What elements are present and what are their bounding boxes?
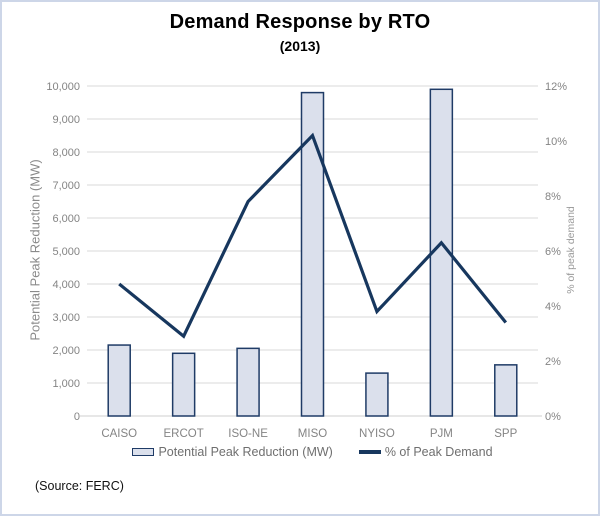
right-tick-label: 8% [545, 191, 561, 203]
left-tick-label: 10,000 [46, 81, 80, 93]
x-category-label: MISO [298, 428, 327, 440]
line-swatch-icon [358, 450, 381, 454]
right-axis-title: % of peak demand [565, 206, 577, 294]
right-tick-label: 0% [545, 411, 561, 423]
right-tick-label: 2% [545, 356, 561, 368]
bar-ISO-NE [236, 347, 260, 417]
x-category-label: ISO-NE [228, 428, 268, 440]
left-tick-label: 0 [74, 411, 80, 423]
chart-subtitle: (2013) [279, 38, 321, 54]
bar-CAISO [107, 344, 131, 417]
bar-swatch-icon [132, 448, 155, 456]
left-tick-label: 2,000 [52, 345, 80, 357]
left-tick-label: 1,000 [52, 378, 80, 390]
right-tick-label: 4% [545, 301, 561, 313]
chart-legend: Potential Peak Reduction (MW) % of Peak … [87, 443, 538, 461]
left-tick-label: 6,000 [52, 213, 80, 225]
bar-NYISO [365, 372, 389, 417]
x-category-label: ERCOT [164, 428, 204, 440]
left-tick-label: 8,000 [52, 147, 80, 159]
x-category-label: SPP [494, 428, 517, 440]
legend-entry-bar: Potential Peak Reduction (MW) [132, 445, 333, 459]
percent-line [118, 132, 508, 339]
chart-title: Demand Response by RTO [169, 11, 431, 33]
left-axis-title: Potential Peak Reduction (MW) [27, 159, 43, 341]
legend-entry-line: % of Peak Demand [358, 445, 493, 459]
right-tick-label: 10% [545, 136, 567, 148]
right-tick-label: 12% [545, 81, 567, 93]
left-tick-label: 5,000 [52, 246, 80, 258]
left-tick-label: 4,000 [52, 279, 80, 291]
right-tick-label: 6% [545, 246, 561, 258]
bar-SPP [494, 364, 518, 417]
x-category-label: PJM [430, 428, 453, 440]
left-tick-label: 3,000 [52, 312, 80, 324]
bar-ERCOT [171, 352, 196, 417]
legend-label-bar: Potential Peak Reduction (MW) [158, 445, 333, 459]
left-tick-label: 7,000 [52, 180, 80, 192]
x-category-label: CAISO [101, 428, 137, 440]
left-tick-label: 9,000 [52, 114, 80, 126]
source-note: (Source: FERC) [35, 479, 124, 493]
legend-label-line: % of Peak Demand [384, 445, 493, 459]
x-category-label: NYISO [359, 428, 395, 440]
bar-MISO [300, 91, 325, 417]
